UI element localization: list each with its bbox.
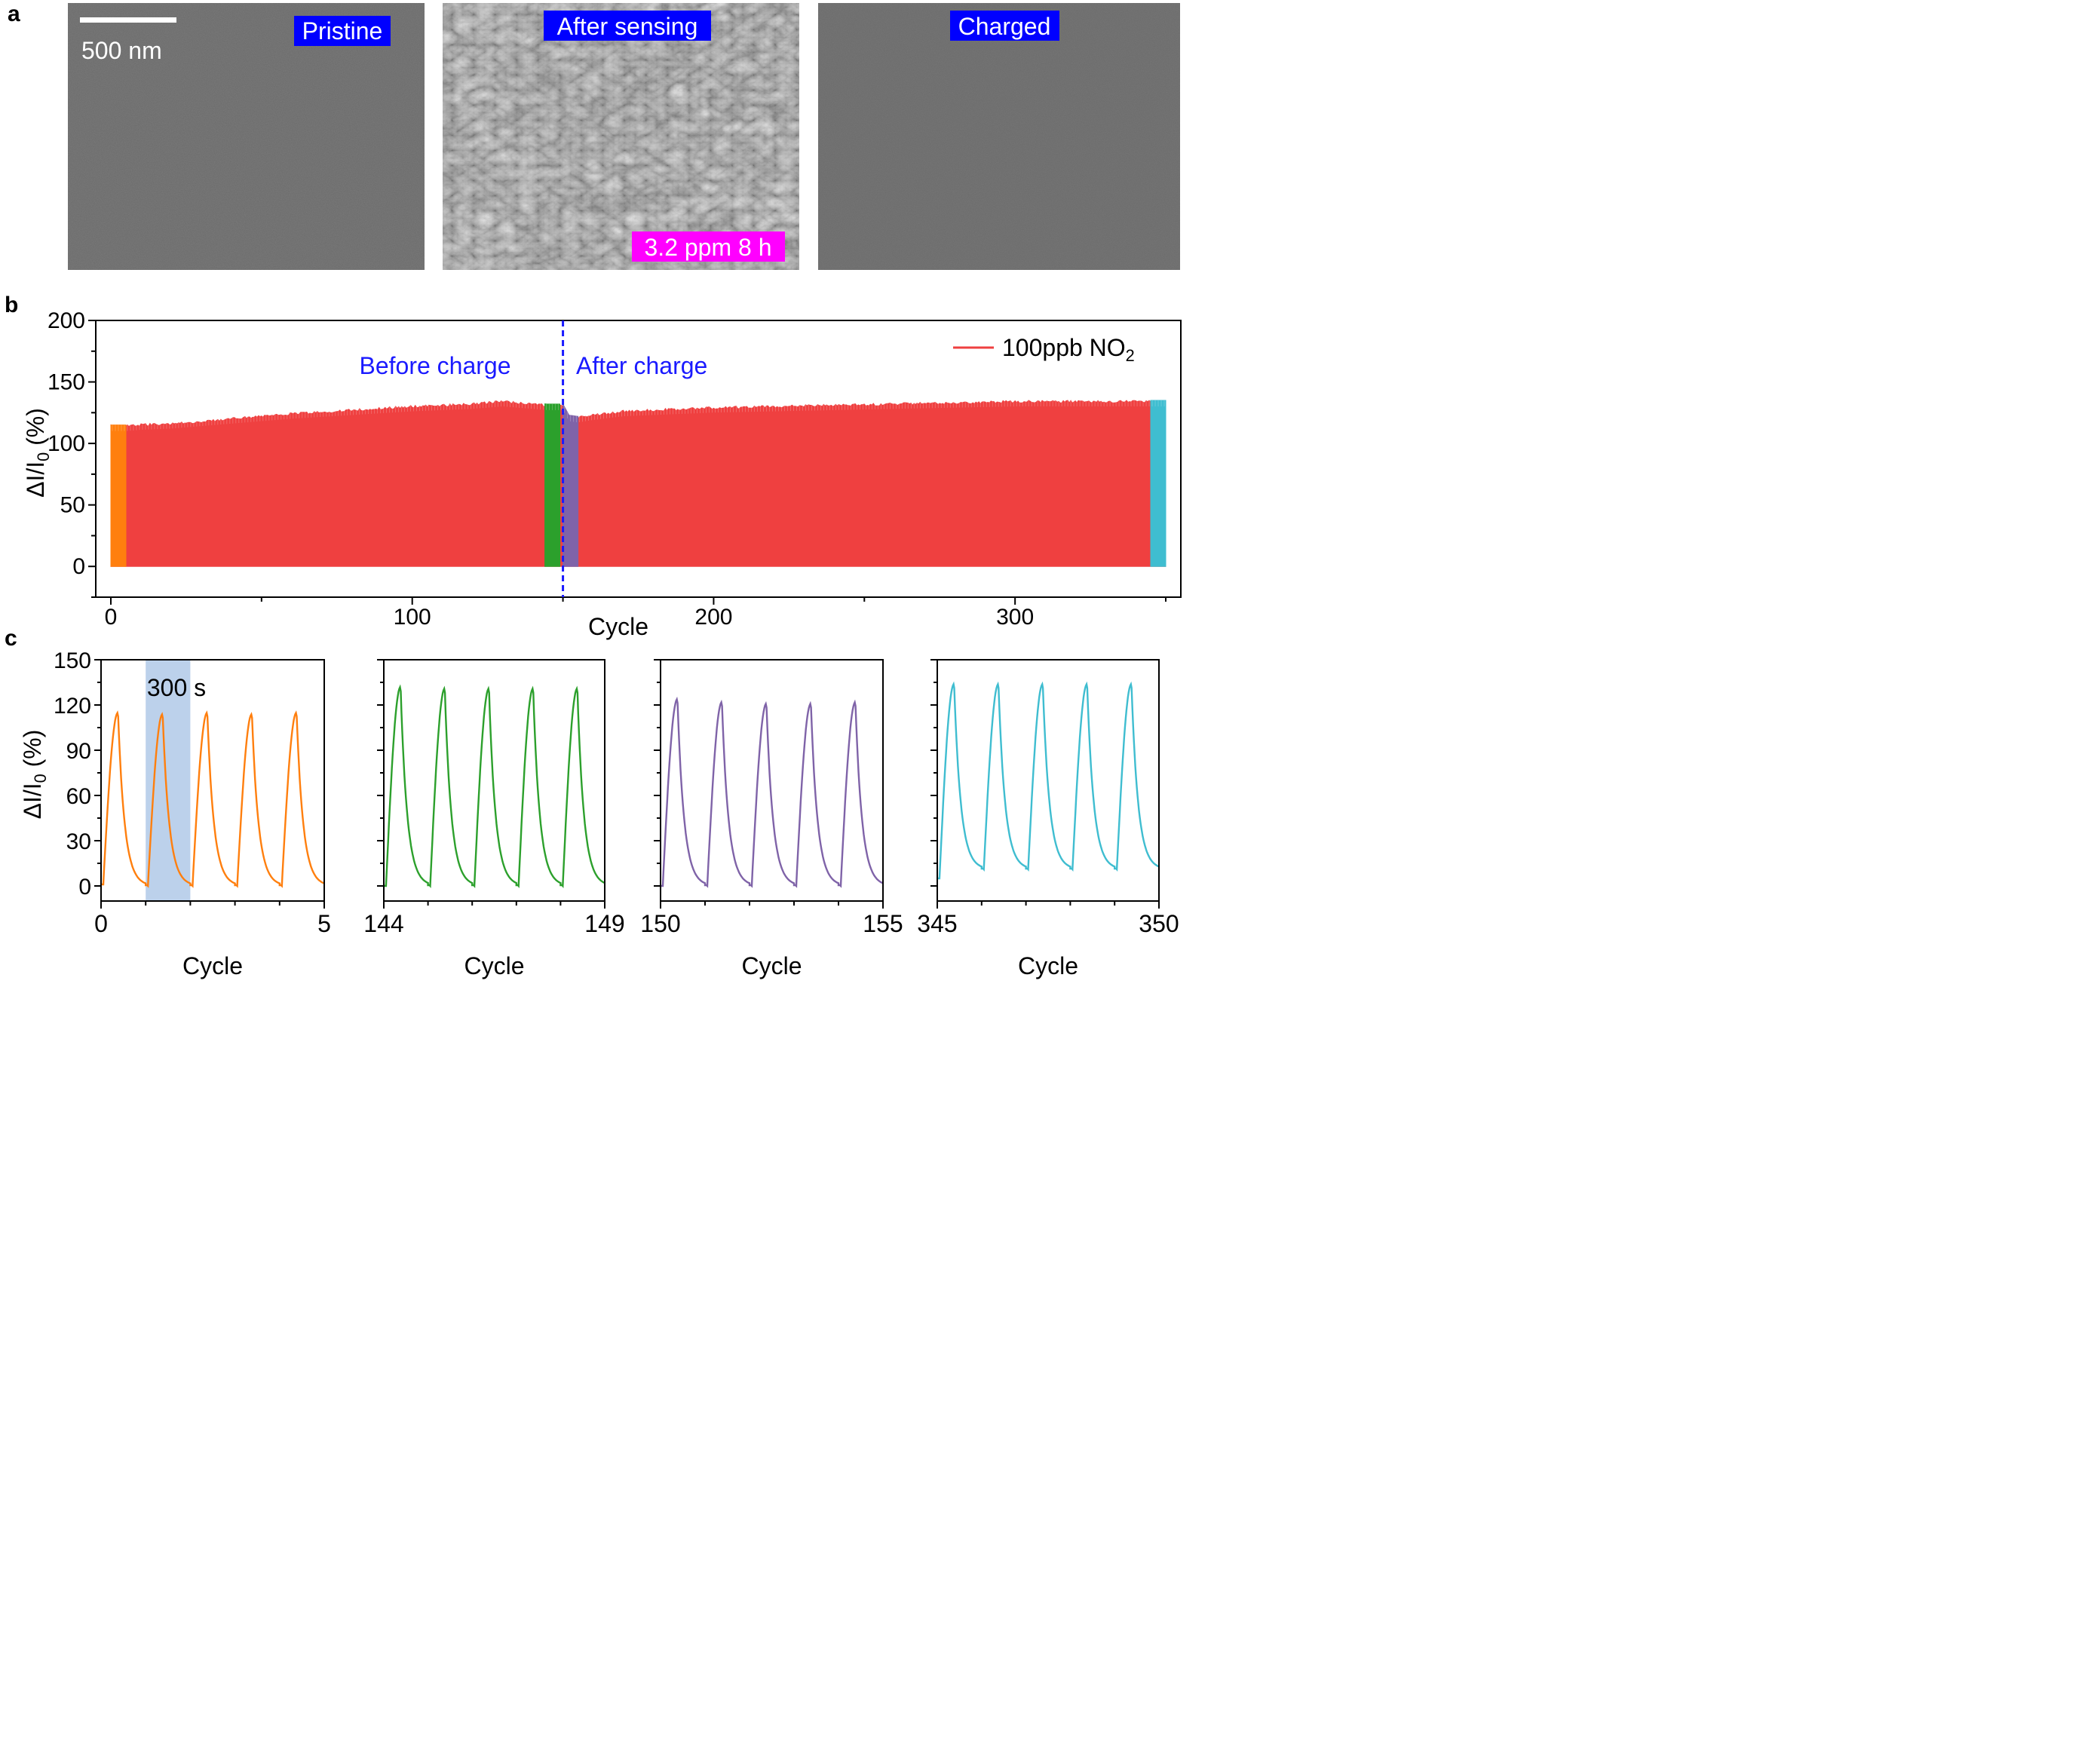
sublabel-bg bbox=[632, 231, 785, 262]
sem-image-pristine-noise bbox=[68, 3, 425, 270]
y-tick-label: 200 bbox=[48, 308, 85, 333]
x-tick-label: 300 bbox=[996, 605, 1034, 630]
y-axis-label: ΔI/I0 (%) bbox=[19, 730, 50, 820]
y-tick-label: 150 bbox=[54, 648, 91, 673]
series-highlight-2 bbox=[563, 403, 579, 567]
chart-c2: 144 149 Cycle bbox=[363, 659, 625, 979]
panel-b-letter: b bbox=[5, 293, 18, 317]
legend-label: 100ppb NO2 bbox=[1002, 334, 1135, 365]
x-axis-label: Cycle bbox=[1018, 952, 1078, 979]
x-tick-label: 200 bbox=[694, 605, 732, 630]
x-axis-label: Cycle bbox=[741, 952, 802, 979]
annotation-after-charge: After charge bbox=[576, 352, 707, 379]
scale-bar bbox=[80, 17, 176, 23]
response-line bbox=[384, 684, 605, 888]
figure: a 500 nm Pristine After sensing 3.2 ppm … bbox=[5, 2, 1182, 979]
chart-frame bbox=[100, 659, 325, 902]
response-line bbox=[937, 681, 1160, 880]
y-tick-label: 120 bbox=[54, 694, 91, 719]
panel-a-letter: a bbox=[8, 2, 20, 26]
chart-frame bbox=[937, 659, 1160, 902]
label-charged: Charged bbox=[958, 13, 1051, 40]
y-tick-label: 0 bbox=[78, 875, 91, 900]
y-tick-label: 30 bbox=[66, 829, 91, 854]
annotation-before-charge: Before charge bbox=[359, 352, 510, 379]
response-line bbox=[661, 696, 884, 888]
y-tick-label: 100 bbox=[48, 431, 85, 456]
sem-image-after-sensing-texture bbox=[443, 3, 799, 270]
series-highlight-0 bbox=[110, 424, 127, 567]
chart-c3: 150 155 Cycle bbox=[640, 659, 903, 979]
y-tick-label: 0 bbox=[72, 554, 85, 579]
x-tick-label: 5 bbox=[317, 910, 331, 937]
series-highlight-1 bbox=[544, 403, 561, 567]
panel-c-letter: c bbox=[5, 626, 17, 651]
x-tick-label: 144 bbox=[363, 910, 403, 937]
y-tick-label: 90 bbox=[66, 739, 91, 764]
series-main-response bbox=[110, 400, 1166, 567]
shade-label: 300 s bbox=[147, 674, 206, 701]
chart-c1: 300 s 0 30 60 90 120 150 ΔI/I0 (%) 0 5 Cycle bbox=[19, 648, 331, 979]
x-tick-label: 100 bbox=[394, 605, 431, 630]
y-axis-label: ΔI/I0 (%) bbox=[22, 408, 53, 498]
chart-c: 300 s 0 30 60 90 120 150 ΔI/I0 (%) 0 5 Cycle 144 149… bbox=[19, 648, 1179, 979]
sem-image-after-sensing: After sensing 3.2 ppm 8 h bbox=[443, 3, 799, 270]
y-tick-label: 150 bbox=[48, 370, 85, 395]
label-bg-pristine bbox=[294, 16, 391, 46]
chart-b-frame bbox=[95, 320, 1182, 598]
x-axis-label: Cycle bbox=[182, 952, 243, 979]
chart-c4: 345 350 Cycle bbox=[917, 659, 1179, 979]
scale-bar-label: 500 nm bbox=[81, 37, 162, 64]
series-highlight-3 bbox=[1150, 400, 1166, 567]
label-bg-charged bbox=[950, 11, 1059, 41]
x-tick-label: 0 bbox=[94, 910, 108, 937]
sublabel-after-sensing: 3.2 ppm 8 h bbox=[645, 234, 772, 261]
x-tick-label: 150 bbox=[640, 910, 680, 937]
label-pristine: Pristine bbox=[302, 17, 383, 44]
x-axis-label: Cycle bbox=[464, 952, 524, 979]
sem-image-pristine: 500 nm Pristine bbox=[68, 3, 425, 270]
y-tick-label: 60 bbox=[66, 784, 91, 809]
response-line bbox=[101, 710, 325, 888]
x-tick-label: 155 bbox=[863, 910, 903, 937]
x-tick-label: 149 bbox=[584, 910, 624, 937]
x-tick-label: 0 bbox=[105, 605, 118, 630]
chart-b: 0 50 100 150 200 0 100 200 300 Cycle ΔI/I0 (%) Befo… bbox=[22, 308, 1182, 640]
x-tick-label: 345 bbox=[917, 910, 957, 937]
label-bg-after-sensing bbox=[544, 11, 711, 41]
chart-frame bbox=[660, 659, 884, 902]
chart-frame bbox=[383, 659, 605, 902]
shade-region bbox=[146, 660, 191, 901]
sem-image-charged-noise bbox=[818, 3, 1180, 270]
y-tick-label: 50 bbox=[60, 493, 85, 518]
sem-image-charged: Charged bbox=[818, 3, 1180, 270]
x-axis-label: Cycle bbox=[588, 613, 648, 640]
label-after-sensing: After sensing bbox=[557, 13, 698, 40]
x-tick-label: 350 bbox=[1139, 910, 1179, 937]
chart-b-plot-area bbox=[110, 400, 1166, 567]
